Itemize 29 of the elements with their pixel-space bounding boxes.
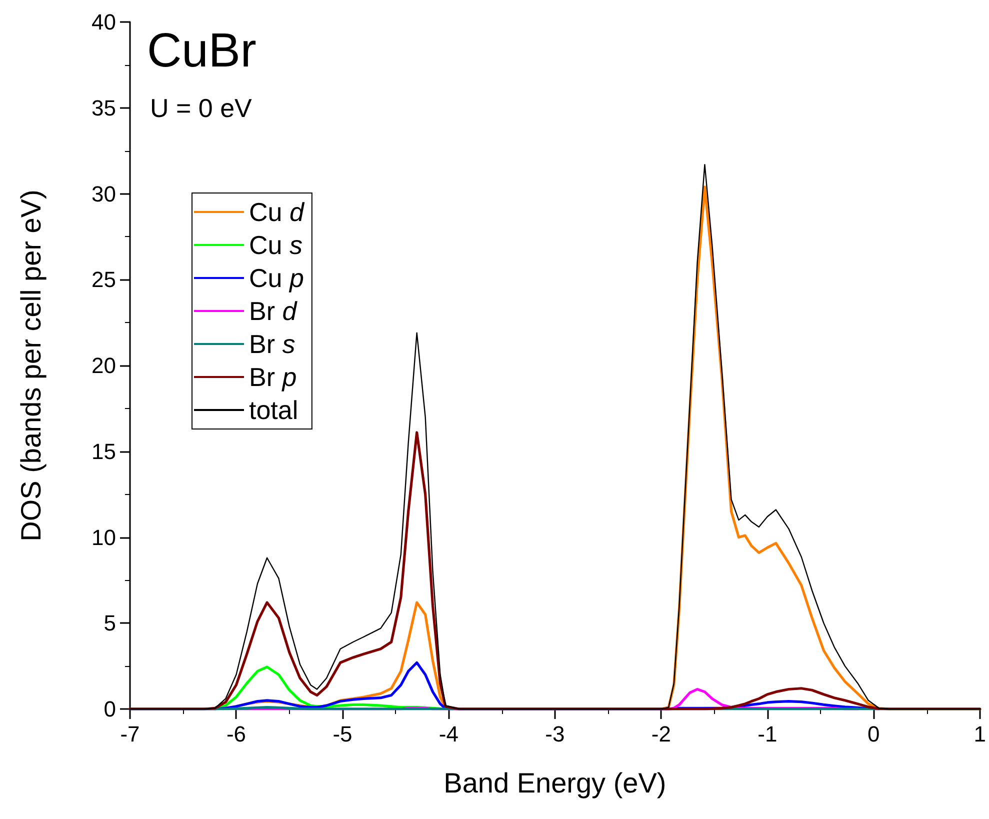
legend-label: Br d <box>249 296 298 326</box>
x-tick-label: -4 <box>438 722 458 746</box>
text: U = 0 eV <box>150 93 253 123</box>
y-tick-label: 15 <box>92 438 116 464</box>
x-tick-label: 1 <box>974 722 986 746</box>
x-tick-label: -7 <box>120 722 140 746</box>
y-tick-label: 40 <box>92 10 116 34</box>
x-tick-label: -3 <box>545 722 565 746</box>
y-tick-label: 10 <box>92 524 116 550</box>
y-tick-label: 30 <box>92 181 116 206</box>
x-tick-label: -5 <box>332 722 352 746</box>
x-tick-label: -2 <box>651 722 671 746</box>
x-axis-title: Band Energy (eV) <box>444 768 666 798</box>
y-tick-label: 0 <box>104 696 116 722</box>
legend-label: total <box>249 395 298 425</box>
y-tick-label: 35 <box>92 95 116 120</box>
legend-label: Br s <box>249 329 296 359</box>
x-tick-label: -6 <box>226 722 246 746</box>
y-tick-label: 25 <box>92 267 116 292</box>
x-tick-label: -1 <box>758 722 778 746</box>
y-tick-label: 5 <box>104 610 116 636</box>
y-axis-title: DOS (bands per cell per eV) <box>16 190 46 542</box>
legend-label: Cu d <box>249 197 306 227</box>
legend-label: Cu p <box>249 263 304 293</box>
y-tick-label: 20 <box>92 353 116 378</box>
x-tick-label: 0 <box>868 722 880 746</box>
legend-label: Br p <box>249 362 297 392</box>
chart-title: CuBr <box>147 24 256 78</box>
legend-label: Cu s <box>249 230 302 260</box>
